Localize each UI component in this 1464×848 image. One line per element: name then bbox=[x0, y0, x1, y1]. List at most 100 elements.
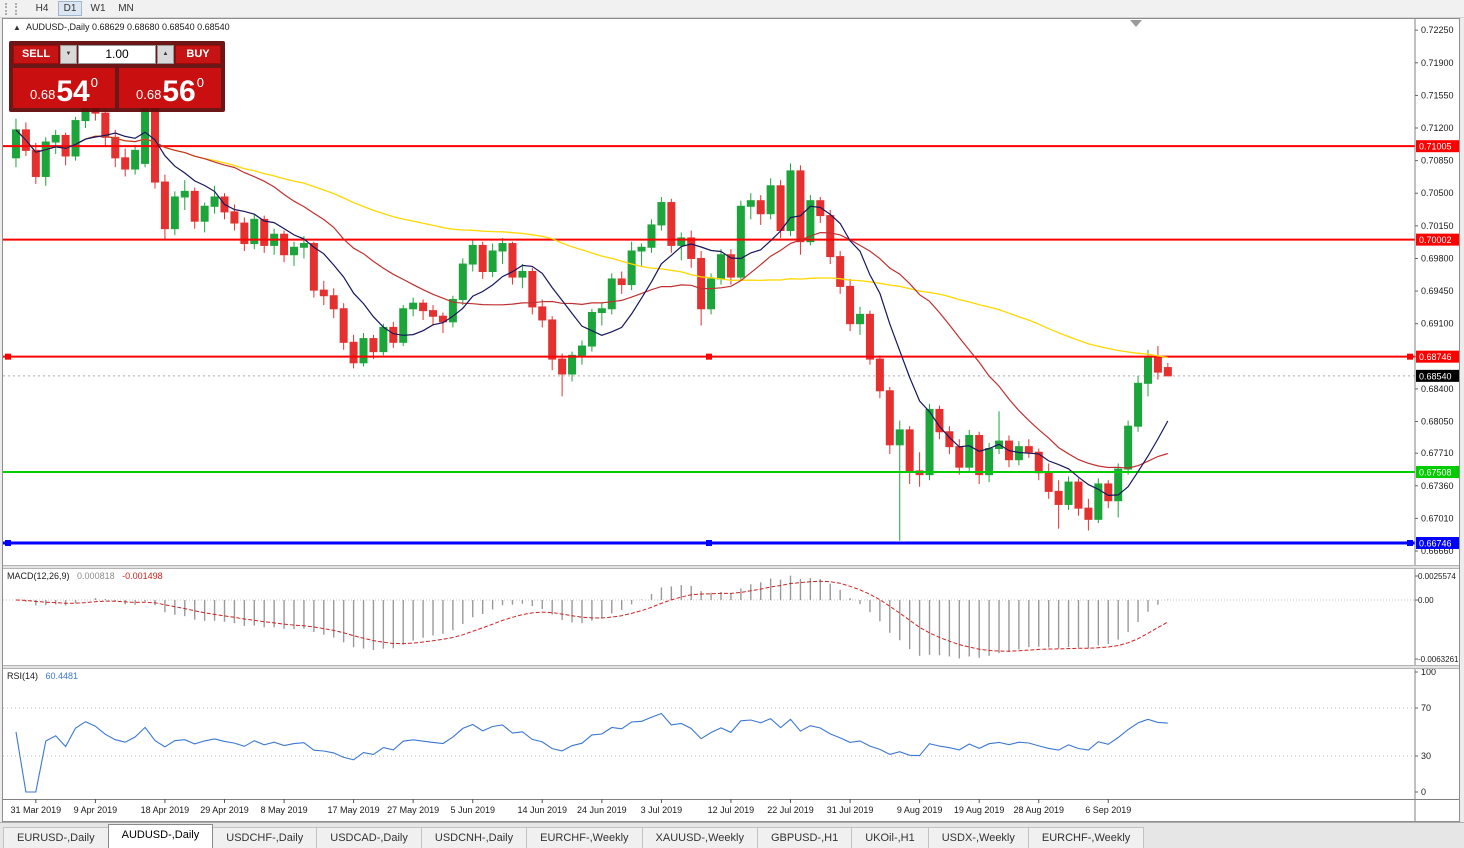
timeframe-buttons: H4 D1 W1 MN bbox=[28, 1, 140, 16]
sell-price-big-digits: 54 bbox=[56, 75, 90, 108]
chart-tab-eurchf-weekly[interactable]: EURCHF-,Weekly bbox=[526, 827, 643, 848]
svg-text:0.66746: 0.66746 bbox=[1419, 539, 1452, 549]
rsi-line bbox=[15, 712, 1168, 793]
svg-text:0: 0 bbox=[1421, 787, 1426, 797]
buy-price-display[interactable]: 0.68 56 0 bbox=[119, 68, 221, 108]
chart-tab-usdcnh-daily[interactable]: USDCNH-,Daily bbox=[420, 827, 528, 848]
svg-text:22 Jul 2019: 22 Jul 2019 bbox=[767, 805, 814, 815]
sell-price-display[interactable]: 0.68 54 0 bbox=[13, 68, 115, 108]
one-click-trading-panel: SELL ▼ 1.00 ▲ BUY 0.68 54 0 0.68 56 0 bbox=[9, 41, 225, 112]
svg-text:19 Aug 2019: 19 Aug 2019 bbox=[954, 805, 1005, 815]
rsi-indicator-label: RSI(14) 60.4481 bbox=[7, 671, 83, 681]
main-price-panel: 0.72250 0.71900 0.71550 0.71200 0.70850 0.705… bbox=[3, 19, 1459, 565]
timeframe-button-h4[interactable]: H4 bbox=[35, 3, 49, 14]
macd-signal-line bbox=[15, 580, 1169, 652]
chart-tab-ukoil-h1[interactable]: UKOil-,H1 bbox=[851, 827, 929, 848]
chart-tab-usdcad-daily[interactable]: USDCAD-,Daily bbox=[316, 827, 422, 848]
macd-name: MACD(12,26,9) bbox=[7, 571, 70, 581]
svg-text:29 Apr 2019: 29 Apr 2019 bbox=[200, 805, 249, 815]
macd-main-value: 0.000818 bbox=[77, 571, 115, 581]
panel-splitter[interactable] bbox=[3, 565, 1459, 569]
svg-text:0.69800: 0.69800 bbox=[1421, 253, 1454, 263]
chart-tab-audusd-daily[interactable]: AUDUSD-,Daily bbox=[107, 824, 214, 848]
sell-button[interactable]: SELL bbox=[13, 45, 59, 64]
chart-tab-usdx-weekly[interactable]: USDX-,Weekly bbox=[927, 827, 1029, 848]
svg-text:100: 100 bbox=[1421, 669, 1436, 677]
svg-text:0.72250: 0.72250 bbox=[1421, 25, 1454, 35]
volume-input[interactable]: 1.00 bbox=[78, 45, 156, 64]
chart-symbol-title: AUDUSD-,Daily bbox=[25, 22, 90, 32]
volume-decrease-button[interactable]: ▼ bbox=[60, 45, 77, 64]
svg-text:0.68400: 0.68400 bbox=[1421, 384, 1454, 394]
chart-window: 0.72250 0.71900 0.71550 0.71200 0.70850 0.705… bbox=[2, 18, 1460, 822]
svg-text:28 Aug 2019: 28 Aug 2019 bbox=[1013, 805, 1064, 815]
buy-price-big-digits: 56 bbox=[162, 75, 196, 108]
svg-text:0.71200: 0.71200 bbox=[1421, 123, 1454, 133]
svg-text:9 Aug 2019: 9 Aug 2019 bbox=[897, 805, 943, 815]
svg-text:3 Jul 2019: 3 Jul 2019 bbox=[641, 805, 683, 815]
chart-ohlc-info: ▲ AUDUSD-,Daily 0.68629 0.68680 0.68540 … bbox=[13, 22, 230, 32]
rsi-chart-canvas[interactable]: 100 70 30 0 bbox=[3, 669, 1459, 799]
svg-text:9 Apr 2019: 9 Apr 2019 bbox=[74, 805, 118, 815]
svg-text:8 May 2019: 8 May 2019 bbox=[261, 805, 308, 815]
price-axis[interactable]: 0.72250 0.71900 0.71550 0.71200 0.70850 0.705… bbox=[1414, 19, 1459, 565]
timeframe-button-w1[interactable]: W1 bbox=[90, 3, 106, 14]
svg-text:6 Sep 2019: 6 Sep 2019 bbox=[1085, 805, 1131, 815]
sell-price-prefix: 0.68 bbox=[30, 87, 56, 102]
svg-text:27 May 2019: 27 May 2019 bbox=[387, 805, 439, 815]
timeframe-button-d1[interactable]: D1 bbox=[58, 1, 82, 16]
macd-axis[interactable]: 0.0025574 0.00 -0.0063261 bbox=[1414, 569, 1459, 665]
svg-text:12 Jul 2019: 12 Jul 2019 bbox=[708, 805, 755, 815]
rsi-axis[interactable]: 100 70 30 0 bbox=[1414, 669, 1459, 799]
svg-text:0.70850: 0.70850 bbox=[1421, 156, 1454, 166]
svg-text:18 Apr 2019: 18 Apr 2019 bbox=[141, 805, 190, 815]
chart-tab-bar: EURUSD-,Daily AUDUSD-,Daily USDCHF-,Daily U… bbox=[0, 822, 1464, 848]
buy-price-pipette: 0 bbox=[196, 75, 204, 90]
svg-text:0.69450: 0.69450 bbox=[1421, 286, 1454, 296]
chart-tab-xauusd-weekly[interactable]: XAUUSD-,Weekly bbox=[641, 827, 758, 848]
svg-text:0.67508: 0.67508 bbox=[1419, 468, 1452, 478]
svg-text:31 Mar 2019: 31 Mar 2019 bbox=[11, 805, 62, 815]
macd-chart-canvas[interactable]: 0.0025574 0.00 -0.0063261 bbox=[3, 569, 1459, 665]
svg-text:0.67710: 0.67710 bbox=[1421, 448, 1454, 458]
svg-text:0.68746: 0.68746 bbox=[1419, 352, 1452, 362]
chart-tab-usdchf-daily[interactable]: USDCHF-,Daily bbox=[212, 827, 318, 848]
horizontal-lines-layer[interactable] bbox=[3, 145, 1415, 547]
macd-histogram bbox=[25, 575, 1169, 659]
chart-tab-gbpusd-h1[interactable]: GBPUSD-,H1 bbox=[756, 827, 853, 848]
svg-text:17 May 2019: 17 May 2019 bbox=[328, 805, 380, 815]
chart-tab-eurchf-weekly[interactable]: EURCHF-,Weekly bbox=[1027, 827, 1145, 848]
svg-text:0.71550: 0.71550 bbox=[1421, 90, 1454, 100]
svg-text:0.71005: 0.71005 bbox=[1419, 142, 1452, 152]
timeframe-button-mn[interactable]: MN bbox=[118, 3, 134, 14]
svg-text:0.66660: 0.66660 bbox=[1421, 546, 1454, 556]
timeframe-toolbar: H4 D1 W1 MN bbox=[0, 0, 1464, 18]
svg-text:0.68050: 0.68050 bbox=[1421, 417, 1454, 427]
date-axis[interactable]: 31 Mar 2019 9 Apr 2019 18 Apr 2019 29 Apr 2… bbox=[3, 799, 1459, 821]
svg-text:31 Jul 2019: 31 Jul 2019 bbox=[827, 805, 874, 815]
volume-increase-button[interactable]: ▲ bbox=[157, 45, 174, 64]
rsi-value: 60.4481 bbox=[45, 671, 79, 681]
chart-tab-eurusd-daily[interactable]: EURUSD-,Daily bbox=[3, 827, 109, 848]
svg-text:0.69100: 0.69100 bbox=[1421, 319, 1454, 329]
chart-shift-marker-icon bbox=[1130, 20, 1142, 27]
svg-text:70: 70 bbox=[1421, 703, 1431, 713]
toolbar-grip-icon[interactable] bbox=[5, 2, 10, 15]
toolbar-grip-icon[interactable] bbox=[15, 2, 20, 15]
current-price-badge bbox=[1416, 369, 1459, 382]
macd-indicator-label: MACD(12,26,9) 0.000818 -0.001498 bbox=[7, 571, 168, 581]
candlesticks-layer bbox=[11, 76, 1172, 541]
svg-text:0.70500: 0.70500 bbox=[1421, 188, 1454, 198]
svg-text:0.00: 0.00 bbox=[1418, 596, 1434, 605]
svg-text:0.71900: 0.71900 bbox=[1421, 58, 1454, 68]
svg-text:0.70150: 0.70150 bbox=[1421, 221, 1454, 231]
buy-button[interactable]: BUY bbox=[175, 45, 221, 64]
svg-text:30: 30 bbox=[1421, 751, 1431, 761]
svg-text:0.0025574: 0.0025574 bbox=[1418, 572, 1456, 581]
moving-averages-layer bbox=[15, 129, 1169, 497]
price-chart-canvas[interactable]: 0.72250 0.71900 0.71550 0.71200 0.70850 0.705… bbox=[3, 19, 1459, 565]
panel-splitter[interactable] bbox=[3, 665, 1459, 669]
svg-text:14 Jun 2019: 14 Jun 2019 bbox=[517, 805, 567, 815]
svg-text:-0.0063261: -0.0063261 bbox=[1418, 655, 1459, 664]
